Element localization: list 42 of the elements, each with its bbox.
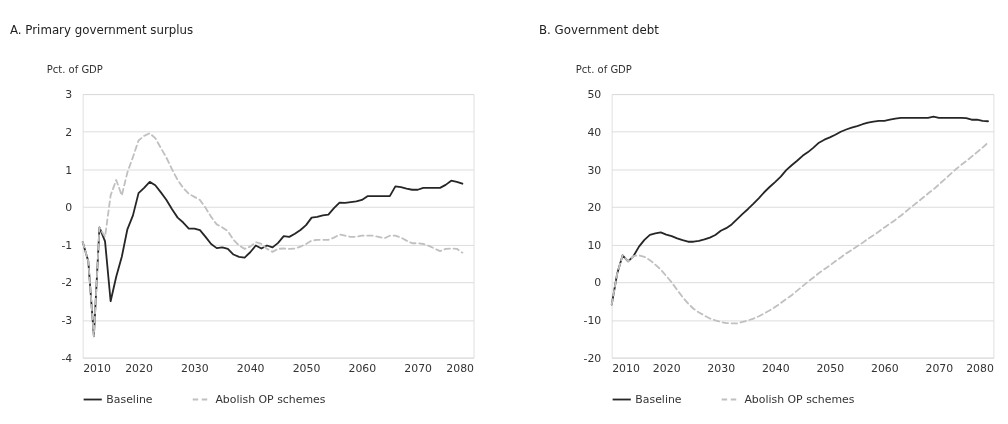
y-tick-label: -4 <box>61 351 73 365</box>
y-tick-label: 1 <box>65 163 73 177</box>
y-tick-label: 40 <box>587 125 602 139</box>
y-axis-title: Pct. of GDP <box>575 63 632 75</box>
y-tick-label: 3 <box>65 88 73 102</box>
x-tick-label: 2020 <box>125 361 153 375</box>
x-tick-label: 2040 <box>761 361 790 375</box>
x-tick-label: 2030 <box>180 361 209 375</box>
y-tick-label: -20 <box>583 351 602 365</box>
y-tick-label: 10 <box>587 238 602 252</box>
legend-label: Abolish OP schemes <box>744 393 855 407</box>
x-tick-label: 2020 <box>652 361 681 375</box>
legend-label: Baseline <box>106 393 153 407</box>
x-tick-label: 2070 <box>404 361 433 375</box>
x-tick-label: 2070 <box>925 361 954 375</box>
legend-label: Baseline <box>635 393 682 407</box>
y-tick-label: 0 <box>65 201 73 215</box>
x-tick-label: 2010 <box>612 361 640 375</box>
x-tick-label: 2060 <box>870 361 899 375</box>
y-tick-label: 0 <box>594 276 602 290</box>
y-tick-label: 2 <box>65 125 73 139</box>
y-tick-label: -3 <box>61 314 73 328</box>
x-tick-label: 2030 <box>707 361 736 375</box>
x-tick-label: 2050 <box>816 361 845 375</box>
x-tick-label: 2080 <box>446 361 475 375</box>
y-tick-label: -2 <box>61 276 73 290</box>
x-tick-label: 2080 <box>966 361 994 375</box>
y-tick-label: 50 <box>587 88 602 102</box>
y-tick-label: 20 <box>587 201 602 215</box>
y-tick-label: -1 <box>61 238 73 252</box>
line-series <box>81 132 464 338</box>
legend-label: Abolish OP schemes <box>215 393 326 407</box>
chart-title: B. Government debt <box>538 23 660 38</box>
chart-title: A. Primary government surplus <box>10 23 194 38</box>
x-tick-label: 2050 <box>292 361 321 375</box>
y-axis-title: Pct. of GDP <box>46 63 103 75</box>
x-tick-label: 2040 <box>236 361 265 375</box>
line-series <box>610 141 989 325</box>
x-tick-label: 2060 <box>348 361 377 375</box>
x-tick-label: 2010 <box>83 361 111 375</box>
y-tick-label: -10 <box>583 314 602 328</box>
y-tick-label: 30 <box>587 163 602 177</box>
